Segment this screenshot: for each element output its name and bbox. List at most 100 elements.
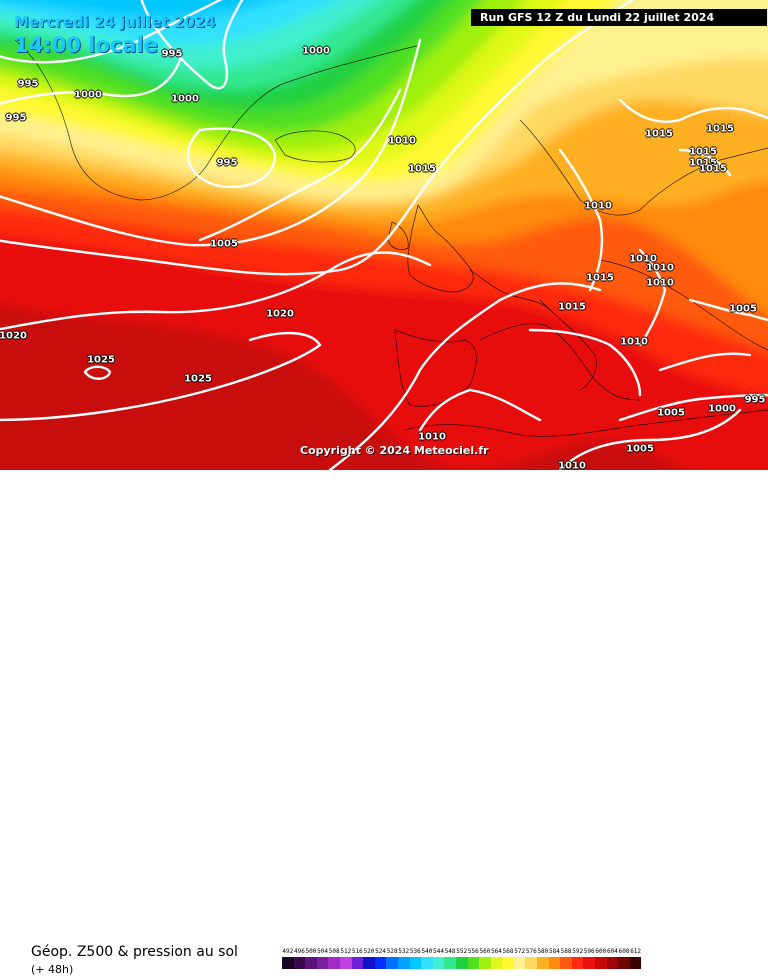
scale-step-swatch xyxy=(595,957,607,969)
isobar-label: 1015 xyxy=(706,123,734,135)
scale-step: 536 xyxy=(409,947,422,969)
scale-step-swatch xyxy=(282,957,294,969)
scale-step-label: 520 xyxy=(363,948,375,955)
isobar-label: 1005 xyxy=(210,238,238,250)
scale-step: 512 xyxy=(339,947,352,969)
forecast-date: Mercredi 24 juillet 2024 xyxy=(14,13,216,31)
scale-step-swatch xyxy=(386,957,398,969)
scale-step-swatch xyxy=(618,957,630,969)
isobar-label: 1015 xyxy=(408,163,436,175)
scale-step-label: 500 xyxy=(305,948,317,955)
scale-step: 508 xyxy=(328,947,340,969)
isobar-label: 1015 xyxy=(645,128,673,140)
scale-step-label: 556 xyxy=(467,948,479,955)
scale-step-label: 504 xyxy=(317,948,328,955)
legend-title: Géop. Z500 & pression au sol xyxy=(31,944,238,960)
scale-step-label: 580 xyxy=(537,948,549,955)
scale-step-label: 560 xyxy=(479,948,491,955)
scale-step: 520 xyxy=(363,947,375,969)
isobar-label: 1015 xyxy=(699,163,727,175)
scale-step: 568 xyxy=(502,947,514,969)
scale-step-swatch xyxy=(467,957,480,969)
scale-step-swatch xyxy=(513,957,526,969)
scale-step: 564 xyxy=(490,947,503,969)
scale-step: 528 xyxy=(386,947,398,969)
scale-step-swatch xyxy=(525,957,538,969)
isobar-label: 1010 xyxy=(584,200,612,212)
scale-step-label: 572 xyxy=(514,948,526,955)
isobar-label: 1010 xyxy=(620,336,648,348)
weather-map: Mercredi 24 juillet 2024 14:00 locale Ru… xyxy=(0,0,768,470)
scale-step-swatch xyxy=(444,957,456,969)
isobar-label: 1010 xyxy=(418,431,446,443)
scale-step: 580 xyxy=(537,947,549,969)
scale-step-swatch xyxy=(629,957,642,969)
legend-footer: Géop. Z500 & pression au sol (+ 48h) 492… xyxy=(0,470,768,976)
isobar-label: 1025 xyxy=(87,354,115,366)
scale-step: 540 xyxy=(421,947,433,969)
scale-step-label: 516 xyxy=(351,948,363,955)
isobar-label: 995 xyxy=(17,78,39,90)
scale-step-label: 576 xyxy=(525,948,537,955)
scale-step-swatch xyxy=(560,957,572,969)
isobar-label: 995 xyxy=(744,394,766,406)
scale-step-swatch xyxy=(363,957,375,969)
isobar-label: 1000 xyxy=(171,93,199,105)
scale-step-label: 568 xyxy=(502,948,514,955)
scale-step-label: 512 xyxy=(340,948,352,955)
geopotential-field xyxy=(0,0,768,470)
scale-step-swatch xyxy=(537,957,549,969)
scale-step-label: 604 xyxy=(607,948,618,955)
scale-step: 592 xyxy=(571,947,584,969)
scale-step-label: 588 xyxy=(560,948,572,955)
scale-step-swatch xyxy=(409,957,422,969)
scale-step-label: 608 xyxy=(618,948,630,955)
scale-step: 612 xyxy=(629,947,642,969)
isobar-label: 1015 xyxy=(586,272,614,284)
scale-step-swatch xyxy=(571,957,584,969)
scale-step: 560 xyxy=(479,947,491,969)
scale-step-swatch xyxy=(606,957,619,969)
scale-step: 492 xyxy=(282,947,294,969)
scale-step-label: 544 xyxy=(433,948,444,955)
scale-step-label: 548 xyxy=(444,948,456,955)
scale-step: 600 xyxy=(595,947,607,969)
isobar-label: 1010 xyxy=(558,460,586,471)
scale-step: 544 xyxy=(432,947,445,969)
scale-step: 576 xyxy=(525,947,538,969)
forecast-time: 14:00 locale xyxy=(14,33,158,57)
scale-step-label: 564 xyxy=(491,948,502,955)
isobar-label: 1010 xyxy=(646,262,674,274)
scale-step-swatch xyxy=(328,957,340,969)
scale-step: 608 xyxy=(618,947,630,969)
scale-step-swatch xyxy=(339,957,352,969)
model-run-banner: Run GFS 12 Z du Lundi 22 juillet 2024 xyxy=(471,9,767,26)
geopotential-color-scale: 492 496 500 504 508 512 516 520 524 528 532 536 540 5… xyxy=(282,947,642,969)
isobar-label: 1010 xyxy=(629,253,657,265)
copyright-notice: Copyright © 2024 Meteociel.fr xyxy=(300,444,489,457)
isobar-label: 1020 xyxy=(266,308,294,320)
scale-step: 524 xyxy=(374,947,387,969)
scale-step-label: 528 xyxy=(386,948,398,955)
isobar-label: 995 xyxy=(216,157,238,169)
scale-step-swatch xyxy=(455,957,468,969)
isobar-label: 1005 xyxy=(657,407,685,419)
isobar-label: 1015 xyxy=(689,157,717,169)
scale-step: 572 xyxy=(513,947,526,969)
scale-step-label: 552 xyxy=(456,948,468,955)
scale-step-label: 536 xyxy=(409,948,421,955)
scale-step-swatch xyxy=(397,957,410,969)
scale-step-label: 584 xyxy=(549,948,560,955)
isobar-label: 1015 xyxy=(689,146,717,158)
scale-step-swatch xyxy=(351,957,364,969)
scale-step: 504 xyxy=(316,947,329,969)
scale-step-label: 540 xyxy=(421,948,433,955)
scale-step: 548 xyxy=(444,947,456,969)
forecast-lead-time: (+ 48h) xyxy=(31,963,74,976)
isobar-label: 995 xyxy=(5,112,27,124)
scale-step: 516 xyxy=(351,947,364,969)
scale-step-swatch xyxy=(583,957,596,969)
isobar-label: 1000 xyxy=(302,45,330,57)
scale-step-swatch xyxy=(316,957,329,969)
scale-step: 552 xyxy=(455,947,468,969)
